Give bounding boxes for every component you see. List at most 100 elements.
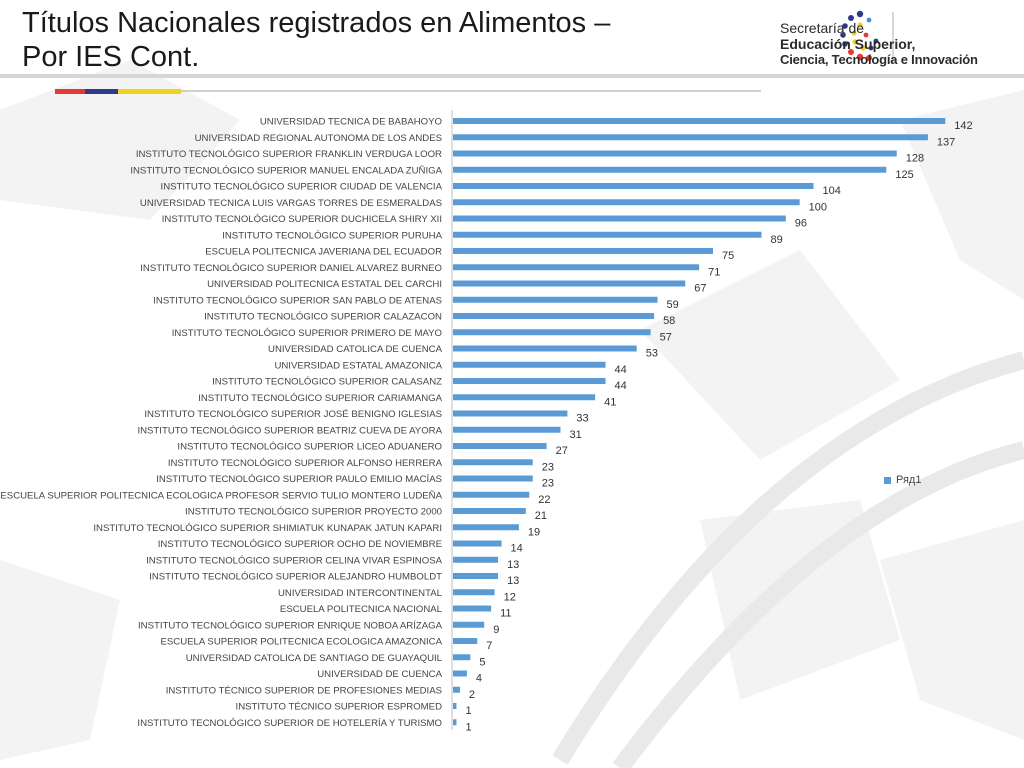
data-labels-group: 1421371281251041009689757167595857534444… [465,120,972,733]
bar-2 [453,134,928,141]
data-label-19: 33 [576,413,588,425]
data-label-35: 4 [476,673,482,685]
accent-red [55,89,85,94]
category-label-9: ESCUELA POLITECNICA JAVERIANA DEL ECUADO… [205,247,442,258]
bars-group [453,118,946,726]
bar-chart: UNIVERSIDAD TECNICA DE BABAHOYO UNIVERSID… [0,110,973,733]
category-label-27: INSTITUTO TECNOLÓGICO SUPERIOR OCHO DE N… [158,539,442,550]
bar-11 [453,280,686,287]
category-label-4: INSTITUTO TECNOLÓGICO SUPERIOR MANUEL EN… [130,165,442,176]
category-label-36: INSTITUTO TÉCNICO SUPERIOR DE PROFESIONE… [166,685,442,696]
data-label-33: 7 [486,640,492,652]
bar-33 [453,638,478,644]
legend-swatch [884,476,891,484]
category-label-7: INSTITUTO TECNOLÓGICO SUPERIOR DUCHICELA… [162,214,442,225]
bar-15 [453,345,637,352]
data-label-24: 22 [538,494,550,506]
bar-28 [453,556,499,563]
bar-23 [453,475,533,482]
bar-30 [453,589,495,596]
accent-color-bar [55,89,181,94]
category-label-15: UNIVERSIDAD CATOLICA DE CUENCA [268,344,443,355]
bar-9 [453,248,713,254]
data-label-3: 128 [906,153,924,165]
category-label-28: INSTITUTO TECNOLÓGICO SUPERIOR CELINA VI… [146,555,442,566]
logo-wordmark: Secretaría de Educación Superior, Cienci… [780,20,978,68]
data-label-1: 142 [954,120,972,132]
category-label-19: INSTITUTO TECNOLÓGICO SUPERIOR JOSÉ BENI… [144,409,442,420]
bar-34 [453,654,471,661]
legend-series-label: Ряд1 [896,474,922,486]
bar-12 [453,296,658,303]
category-label-35: UNIVERSIDAD DE CUENCA [317,669,442,680]
bar-14 [453,329,651,336]
bar-29 [453,573,499,579]
bar-27 [453,540,502,547]
data-label-29: 13 [507,575,519,587]
data-label-15: 53 [646,348,658,360]
bar-21 [453,443,547,449]
category-label-33: ESCUELA SUPERIOR POLITECNICA ECOLOGICA A… [161,637,443,648]
category-label-1: UNIVERSIDAD TECNICA DE BABAHOYO [260,117,442,128]
data-label-2: 137 [937,136,955,148]
bar-16 [453,361,606,368]
data-label-38: 1 [465,721,471,733]
bar-37 [453,703,457,709]
slide-title: Títulos Nacionales registrados en Alimen… [22,6,722,74]
data-label-28: 13 [507,559,519,571]
category-label-24: ESCUELA SUPERIOR POLITECNICA ECOLOGICA P… [0,490,442,501]
data-label-20: 31 [569,429,581,441]
logo-line-1: Secretaría de [780,20,865,36]
category-label-32: INSTITUTO TECNOLÓGICO SUPERIOR ENRIQUE N… [138,620,443,631]
category-label-31: ESCUELA POLITECNICA NACIONAL [280,604,443,615]
data-label-22: 23 [542,461,554,473]
data-label-36: 2 [469,689,475,701]
bar-18 [453,394,596,401]
bar-22 [453,459,533,466]
data-label-7: 96 [795,218,807,230]
data-label-8: 89 [771,234,783,246]
accent-navy [85,89,118,94]
bar-10 [453,264,700,271]
category-label-16: UNIVERSIDAD ESTATAL AMAZONICA [274,360,442,371]
category-label-11: UNIVERSIDAD POLITECNICA ESTATAL DEL CARC… [207,279,442,290]
data-label-25: 21 [535,510,547,522]
category-label-22: INSTITUTO TECNOLÓGICO SUPERIOR ALFONSO H… [168,458,443,469]
category-label-30: UNIVERSIDAD INTERCONTINENTAL [278,588,443,599]
category-label-26: INSTITUTO TECNOLÓGICO SUPERIOR SHIMIATUK… [93,523,442,534]
bar-25 [453,508,526,514]
category-label-5: INSTITUTO TECNOLÓGICO SUPERIOR CIUDAD DE… [161,182,443,193]
header-divider [0,74,1024,78]
data-label-18: 41 [604,396,616,408]
data-label-17: 44 [615,380,627,392]
data-label-32: 9 [493,624,499,636]
bar-5 [453,183,814,189]
data-label-23: 23 [542,478,554,490]
data-label-31: 11 [500,608,511,620]
bar-8 [453,231,762,238]
category-label-18: INSTITUTO TECNOLÓGICO SUPERIOR CARIAMANG… [198,393,442,404]
data-label-10: 71 [708,266,720,278]
category-label-6: UNIVERSIDAD TECNICA LUIS VARGAS TORRES D… [140,198,442,209]
category-label-8: INSTITUTO TECNOLÓGICO SUPERIOR PURUHA [222,230,442,241]
accent-yellow [118,89,181,94]
data-label-34: 5 [479,656,485,668]
data-label-26: 19 [528,526,540,538]
category-label-3: INSTITUTO TECNOLÓGICO SUPERIOR FRANKLIN … [136,149,442,160]
data-label-12: 59 [667,299,679,311]
bar-26 [453,524,519,531]
bar-6 [453,199,800,206]
bar-20 [453,426,561,433]
data-label-30: 12 [504,591,516,603]
category-label-25: INSTITUTO TECNOLÓGICO SUPERIOR PROYECTO … [185,507,442,518]
data-label-9: 75 [722,250,734,262]
bar-13 [453,313,655,319]
data-label-5: 104 [823,185,841,197]
logo-line-3: Ciencia, Tecnología e Innovación [780,52,978,67]
subtitle-divider [181,90,761,92]
ministry-logo [840,10,894,64]
bar-36 [453,686,460,693]
bar-24 [453,491,530,498]
category-label-23: INSTITUTO TECNOLÓGICO SUPERIOR PAULO EMI… [156,474,442,485]
